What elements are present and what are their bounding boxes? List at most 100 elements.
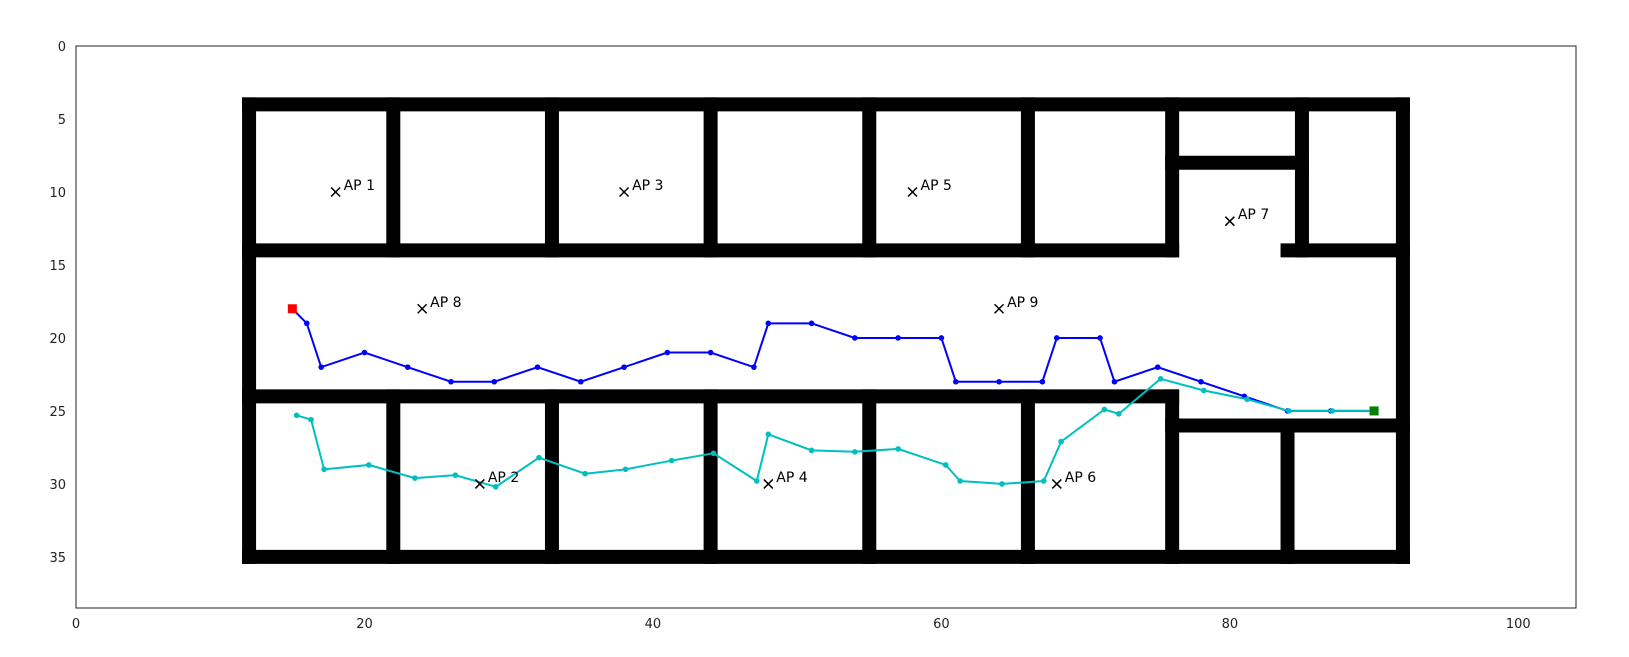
trajectory-point-1	[361, 349, 368, 356]
plot-frame	[75, 45, 1577, 609]
trajectories	[289, 305, 1377, 490]
trajectory-point-2	[1244, 396, 1250, 403]
trajectory-point-2	[852, 449, 858, 455]
trajectory-point-1	[318, 364, 324, 370]
trajectory-point-2	[668, 457, 675, 464]
trajectory-point-2	[1201, 387, 1207, 394]
ap-cross-stroke	[907, 186, 918, 198]
trajectory-point-2	[765, 431, 772, 438]
ap-cross-stroke	[619, 186, 630, 198]
trajectory-point-1	[303, 320, 310, 327]
trajectory-point-1	[621, 364, 627, 370]
access-point-label: AP 5	[921, 178, 952, 194]
trajectory-point-2	[710, 450, 717, 457]
trajectory-point-2	[895, 446, 901, 452]
trajectory-point-2	[622, 466, 629, 473]
access-point-marker: AP 9	[994, 295, 1038, 314]
y-tick-label: 0	[58, 40, 66, 55]
access-point-label: AP 9	[1007, 295, 1038, 311]
trajectory-point-2	[808, 447, 815, 454]
access-point-marker: AP 4	[763, 470, 808, 489]
trajectory-point-1	[1154, 364, 1161, 370]
x-tick-label: 20	[356, 617, 373, 632]
trajectory-point-2	[1115, 411, 1122, 417]
access-point-label: AP 1	[344, 178, 375, 194]
trajectory-point-1	[448, 378, 454, 385]
trajectory-point-2	[365, 462, 372, 468]
access-points: AP 1 AP 2 AP 3 AP 4 AP 5 AP 6 AP 7 AP 8 AP 9	[330, 178, 1269, 489]
end-marker	[1369, 406, 1379, 416]
trajectory-point-2	[942, 462, 949, 468]
y-tick-label: 10	[49, 186, 66, 201]
trajectory-point-1	[895, 335, 901, 341]
trajectory-point-1	[808, 320, 815, 327]
trajectory-point-1	[938, 335, 945, 341]
trajectory-point-2	[999, 481, 1005, 487]
trajectory-line-1	[291, 308, 1375, 412]
x-tick-label: 80	[1222, 617, 1239, 632]
trajectory-point-1	[953, 378, 959, 385]
trajectory-point-2	[582, 470, 588, 477]
trajectory-point-2	[957, 478, 963, 484]
y-tick-label: 15	[49, 259, 66, 274]
trajectory-point-1	[852, 335, 858, 341]
access-point-label: AP 6	[1065, 470, 1096, 486]
trajectory-point-1	[491, 378, 498, 385]
trajectory-point-1	[404, 364, 411, 370]
access-point-marker: AP 8	[417, 295, 462, 314]
trajectory-point-2	[293, 412, 300, 419]
trajectory-point-2	[452, 472, 459, 478]
y-tick-label: 25	[49, 405, 66, 420]
trajectory-point-1	[765, 320, 772, 327]
trajectory-point-2	[1329, 408, 1336, 414]
trajectory-point-1	[534, 364, 541, 370]
x-tick-label: 100	[1506, 617, 1531, 632]
access-point-label: AP 2	[488, 470, 519, 486]
y-tick-label: 20	[49, 332, 66, 347]
trajectory-point-2	[1101, 406, 1108, 413]
trajectory-point-2	[1286, 408, 1292, 414]
access-point-label: AP 3	[632, 178, 663, 194]
trajectory-point-1	[751, 364, 757, 370]
trajectory-line-2	[296, 377, 1375, 488]
endpoint-markers	[287, 304, 1379, 416]
x-tick-label: 0	[72, 617, 80, 632]
ap-cross-stroke	[1224, 216, 1235, 227]
access-point-marker: AP 6	[1051, 470, 1096, 489]
access-point-label: AP 4	[776, 470, 807, 486]
trajectory-point-1	[1111, 378, 1118, 385]
x-tick-label: 60	[933, 617, 950, 632]
ap-cross-stroke	[474, 478, 485, 489]
trajectory-point-1	[707, 349, 714, 356]
access-point-marker: AP 7	[1224, 207, 1269, 227]
trajectory-point-2	[1058, 438, 1064, 445]
access-point-marker: AP 5	[907, 178, 952, 198]
floor-plan-walls	[242, 97, 1410, 564]
ap-cross-stroke	[1051, 478, 1062, 489]
plot-background	[76, 46, 1576, 608]
trajectory-point-1	[578, 378, 584, 385]
x-tick-label: 40	[645, 617, 662, 632]
access-point-marker: AP 1	[330, 178, 375, 198]
ap-cross-stroke	[417, 303, 428, 314]
ap-cross-stroke	[763, 478, 774, 489]
trajectory-point-1	[1053, 335, 1060, 341]
trajectory-point-2	[321, 466, 327, 473]
access-point-label: AP 8	[430, 295, 461, 311]
trajectory-point-2	[308, 416, 314, 423]
trajectory-point-1	[996, 378, 1002, 385]
access-point-marker: AP 3	[619, 178, 663, 198]
y-axis-ticks: 0 5 10 15 20 25 30 35	[49, 40, 66, 566]
trajectory-point-1	[664, 349, 671, 356]
ap-cross-stroke	[330, 186, 341, 198]
y-tick-label: 30	[49, 478, 66, 493]
start-marker	[287, 304, 297, 314]
trajectory-point-2	[753, 478, 760, 484]
trajectory-point-2	[412, 475, 418, 481]
trajectory-point-1	[1097, 335, 1103, 341]
trajectory-point-2	[1040, 478, 1047, 484]
trajectory-point-2	[1157, 376, 1164, 382]
access-point-marker: AP 2	[474, 470, 519, 489]
y-tick-label: 35	[49, 551, 66, 566]
